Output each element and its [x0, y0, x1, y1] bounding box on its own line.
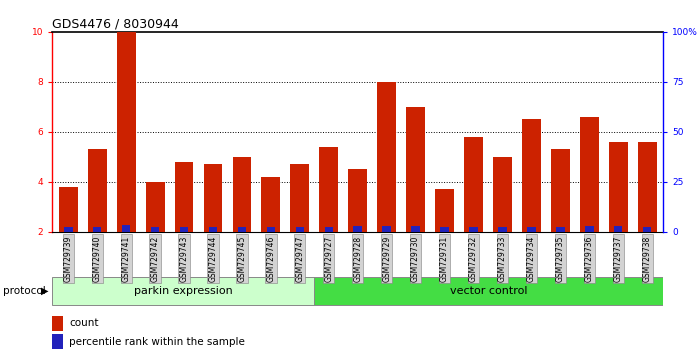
Bar — [585, 225, 593, 232]
Text: protocol: protocol — [3, 286, 46, 296]
Bar — [464, 137, 483, 232]
Bar — [643, 227, 651, 232]
Bar — [52, 277, 314, 305]
Text: vector control: vector control — [450, 286, 528, 296]
Text: parkin expression: parkin expression — [134, 286, 232, 296]
Text: GSM729729: GSM729729 — [383, 235, 391, 282]
Text: GSM729727: GSM729727 — [325, 235, 333, 282]
Bar — [580, 117, 599, 232]
Bar — [59, 187, 77, 232]
Bar — [498, 227, 507, 232]
Text: GSM729728: GSM729728 — [353, 235, 362, 281]
Bar — [204, 164, 223, 232]
Bar — [180, 227, 188, 232]
Text: GSM729731: GSM729731 — [440, 235, 449, 282]
Text: GSM729739: GSM729739 — [64, 235, 73, 282]
Bar — [493, 157, 512, 232]
Text: percentile rank within the sample: percentile rank within the sample — [69, 337, 245, 347]
Bar — [609, 142, 628, 232]
Text: GSM729732: GSM729732 — [469, 235, 478, 282]
Bar — [64, 227, 73, 232]
Text: GDS4476 / 8030944: GDS4476 / 8030944 — [52, 18, 179, 31]
Bar — [522, 119, 541, 232]
Bar — [614, 225, 623, 232]
Bar — [262, 177, 281, 232]
Bar — [383, 225, 391, 232]
Text: GSM729737: GSM729737 — [614, 235, 623, 282]
Bar — [469, 227, 477, 232]
Bar — [406, 107, 425, 232]
Text: GSM729741: GSM729741 — [121, 235, 131, 282]
Bar — [52, 316, 64, 331]
Bar — [527, 227, 535, 232]
Bar — [551, 149, 570, 232]
Text: GSM729747: GSM729747 — [295, 235, 304, 282]
Bar — [325, 227, 333, 232]
Text: GSM729735: GSM729735 — [556, 235, 565, 282]
Text: count: count — [69, 318, 99, 329]
Bar — [52, 334, 64, 349]
Text: GSM729743: GSM729743 — [179, 235, 188, 282]
Bar — [435, 189, 454, 232]
Bar — [93, 227, 101, 232]
Text: GSM729745: GSM729745 — [237, 235, 246, 282]
Bar — [267, 227, 275, 232]
Text: GSM729730: GSM729730 — [411, 235, 420, 282]
Bar — [314, 277, 663, 305]
Bar — [377, 82, 396, 232]
Bar — [348, 169, 367, 232]
Text: GSM729738: GSM729738 — [643, 235, 652, 282]
Bar — [174, 162, 193, 232]
Text: GSM729733: GSM729733 — [498, 235, 507, 282]
Bar — [556, 227, 565, 232]
Text: GSM729742: GSM729742 — [151, 235, 160, 282]
Text: GSM729736: GSM729736 — [585, 235, 594, 282]
Bar — [411, 226, 420, 232]
Bar — [353, 225, 362, 232]
Bar — [232, 157, 251, 232]
Bar — [320, 147, 339, 232]
Bar — [209, 227, 217, 232]
Bar — [238, 227, 246, 232]
Bar — [638, 142, 657, 232]
Text: GSM729746: GSM729746 — [267, 235, 276, 282]
Bar — [290, 164, 309, 232]
Bar — [88, 149, 107, 232]
Text: GSM729740: GSM729740 — [93, 235, 102, 282]
Bar — [117, 32, 135, 232]
Bar — [295, 227, 304, 232]
Bar — [151, 227, 159, 232]
Bar — [440, 227, 449, 232]
Text: GSM729734: GSM729734 — [527, 235, 536, 282]
Text: ▶: ▶ — [41, 286, 49, 296]
Bar — [122, 225, 131, 232]
Text: GSM729744: GSM729744 — [209, 235, 218, 282]
Bar — [146, 182, 165, 232]
